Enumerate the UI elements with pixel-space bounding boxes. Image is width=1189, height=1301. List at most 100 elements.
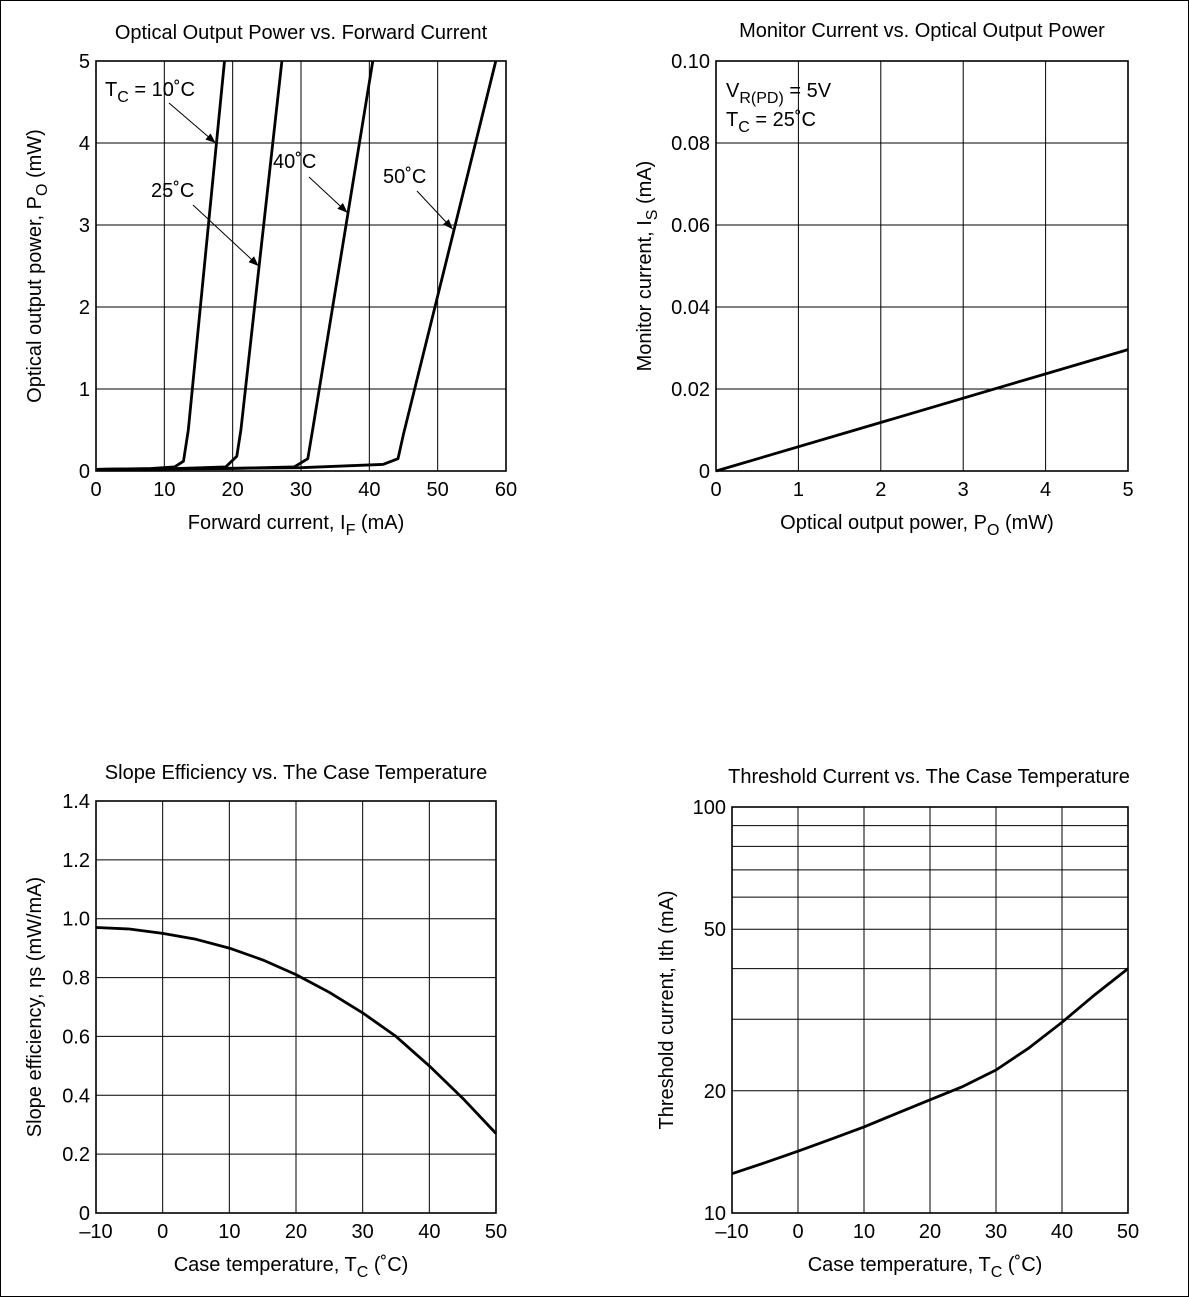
y-tick-label: 1.0 [62, 909, 90, 931]
y-tick-label: 0.06 [671, 215, 710, 237]
x-tick-label: 0 [792, 1221, 803, 1243]
y-tick-label: 0.8 [62, 968, 90, 990]
annotation-arrow-1 [192, 204, 259, 267]
y-tick-label: 0.08 [671, 133, 710, 155]
x-tick-label: 10 [853, 1221, 875, 1243]
plot-frame [95, 60, 507, 472]
y-axis-label-rest: (mW) [24, 129, 46, 183]
x-tick-label: 10 [153, 479, 175, 501]
annotation-arrow-0 [168, 102, 216, 144]
series-line-0 [95, 60, 226, 471]
x-tick-label: 40 [418, 1221, 440, 1243]
x-tick-label: –10 [79, 1221, 112, 1243]
x-tick-label: –10 [715, 1221, 748, 1243]
y-tick-label: 0 [79, 1203, 90, 1225]
x-axis-label-main: Case temperature, T [808, 1254, 991, 1276]
y-axis-label-sub: O [34, 184, 51, 196]
x-axis-label-main: Optical output power, P [780, 512, 987, 534]
y-axis-label-sub: S [644, 210, 661, 221]
chart-1: Monitor Current vs. Optical Output Power… [634, 20, 1134, 539]
y-axis-label-rest: (mA) [634, 161, 656, 210]
x-tick-label: 60 [495, 479, 517, 501]
annotation-arrowhead-3 [442, 219, 453, 230]
curve-label-2-main: 40˚C [273, 151, 316, 173]
y-tick-label: 0.2 [62, 1144, 90, 1166]
condition-text-0-sub: R(PD) [739, 90, 783, 107]
x-axis-label-main: Forward current, I [188, 512, 346, 534]
x-axis-label-sub: F [346, 522, 356, 539]
y-tick-label: 0.02 [671, 379, 710, 401]
y-axis-label-main: Threshold current, Ith (mA) [656, 891, 678, 1130]
y-tick-label: 10 [704, 1203, 726, 1225]
y-axis-label-main: Optical output power, P [24, 196, 46, 403]
x-tick-label: 50 [1117, 1221, 1139, 1243]
y-tick-label: 0 [699, 461, 710, 483]
series-line-1 [95, 60, 284, 471]
y-axis-label: Monitor current, IS (mA) [634, 161, 661, 372]
curve-label-2: 40˚C [273, 151, 316, 173]
x-tick-label: 40 [1051, 1221, 1073, 1243]
y-tick-label: 0.04 [671, 297, 710, 319]
x-tick-label: 20 [222, 479, 244, 501]
x-axis-label-sub: O [987, 522, 999, 539]
y-tick-label: 3 [79, 215, 90, 237]
x-axis-label-main: Case temperature, T [174, 1254, 357, 1276]
series-line-2 [95, 60, 375, 471]
curve-label-3-main: 50˚C [383, 166, 426, 188]
y-axis-label: Threshold current, Ith (mA) [656, 891, 678, 1130]
y-tick-label: 1.4 [62, 791, 90, 813]
x-tick-label: 50 [427, 479, 449, 501]
x-tick-label: 1 [793, 479, 804, 501]
chart-2: Slope Efficiency vs. The Case Temperatur… [24, 762, 507, 1281]
condition-text-1-sub: C [738, 119, 750, 136]
y-axis-label: Slope efficiency, ηs (mW/mA) [24, 877, 46, 1137]
curve-label-0-main: T [105, 79, 117, 101]
x-tick-label: 4 [1040, 479, 1051, 501]
annotation-arrowhead-2 [337, 203, 348, 213]
condition-text-0: VR(PD) = 5V [726, 80, 832, 107]
y-axis-label: Optical output power, PO (mW) [24, 129, 51, 403]
series-line-0 [731, 967, 1129, 1176]
x-axis-label-sub: C [991, 1264, 1003, 1281]
x-tick-label: 0 [710, 479, 721, 501]
series-line-0 [715, 348, 1129, 473]
y-tick-label: 100 [693, 797, 726, 819]
condition-text-1-rest: = 25˚C [750, 109, 816, 131]
x-tick-label: 50 [485, 1221, 507, 1243]
y-tick-label: 1.2 [62, 850, 90, 872]
x-axis-label: Case temperature, TC (˚C) [808, 1254, 1043, 1281]
chart-title: Threshold Current vs. The Case Temperatu… [728, 766, 1130, 788]
condition-text-1: TC = 25˚C [726, 109, 816, 136]
curve-label-1: 25˚C [151, 180, 194, 202]
y-tick-label: 0.4 [62, 1085, 90, 1107]
plot-frame [731, 806, 1129, 1214]
x-axis-label: Optical output power, PO (mW) [780, 512, 1054, 539]
condition-text-0-main: V [726, 80, 740, 102]
x-tick-label: 2 [875, 479, 886, 501]
x-tick-label: 0 [90, 479, 101, 501]
annotation-arrowhead-0 [205, 133, 216, 143]
y-tick-label: 0.6 [62, 1026, 90, 1048]
x-tick-label: 20 [919, 1221, 941, 1243]
x-tick-label: 10 [218, 1221, 240, 1243]
y-tick-label: 50 [704, 919, 726, 941]
y-axis-label-main: Slope efficiency, ηs (mW/mA) [24, 877, 46, 1137]
y-tick-label: 1 [79, 379, 90, 401]
condition-text-1-main: T [726, 109, 738, 131]
x-tick-label: 20 [285, 1221, 307, 1243]
chart-title: Slope Efficiency vs. The Case Temperatur… [105, 762, 487, 784]
y-tick-label: 0.10 [671, 51, 710, 73]
chart-title: Monitor Current vs. Optical Output Power [739, 20, 1105, 42]
chart-0: Optical Output Power vs. Forward Current… [24, 22, 517, 539]
annotation-arrowhead-1 [248, 256, 259, 266]
x-axis-label: Forward current, IF (mA) [188, 512, 405, 539]
plot-frame [95, 800, 497, 1214]
x-tick-label: 40 [358, 479, 380, 501]
y-tick-label: 4 [79, 133, 90, 155]
y-tick-label: 20 [704, 1081, 726, 1103]
x-axis-label-rest: (mA) [355, 512, 404, 534]
x-axis-label-rest: (˚C) [368, 1254, 408, 1276]
y-tick-label: 2 [79, 297, 90, 319]
x-tick-label: 30 [352, 1221, 374, 1243]
